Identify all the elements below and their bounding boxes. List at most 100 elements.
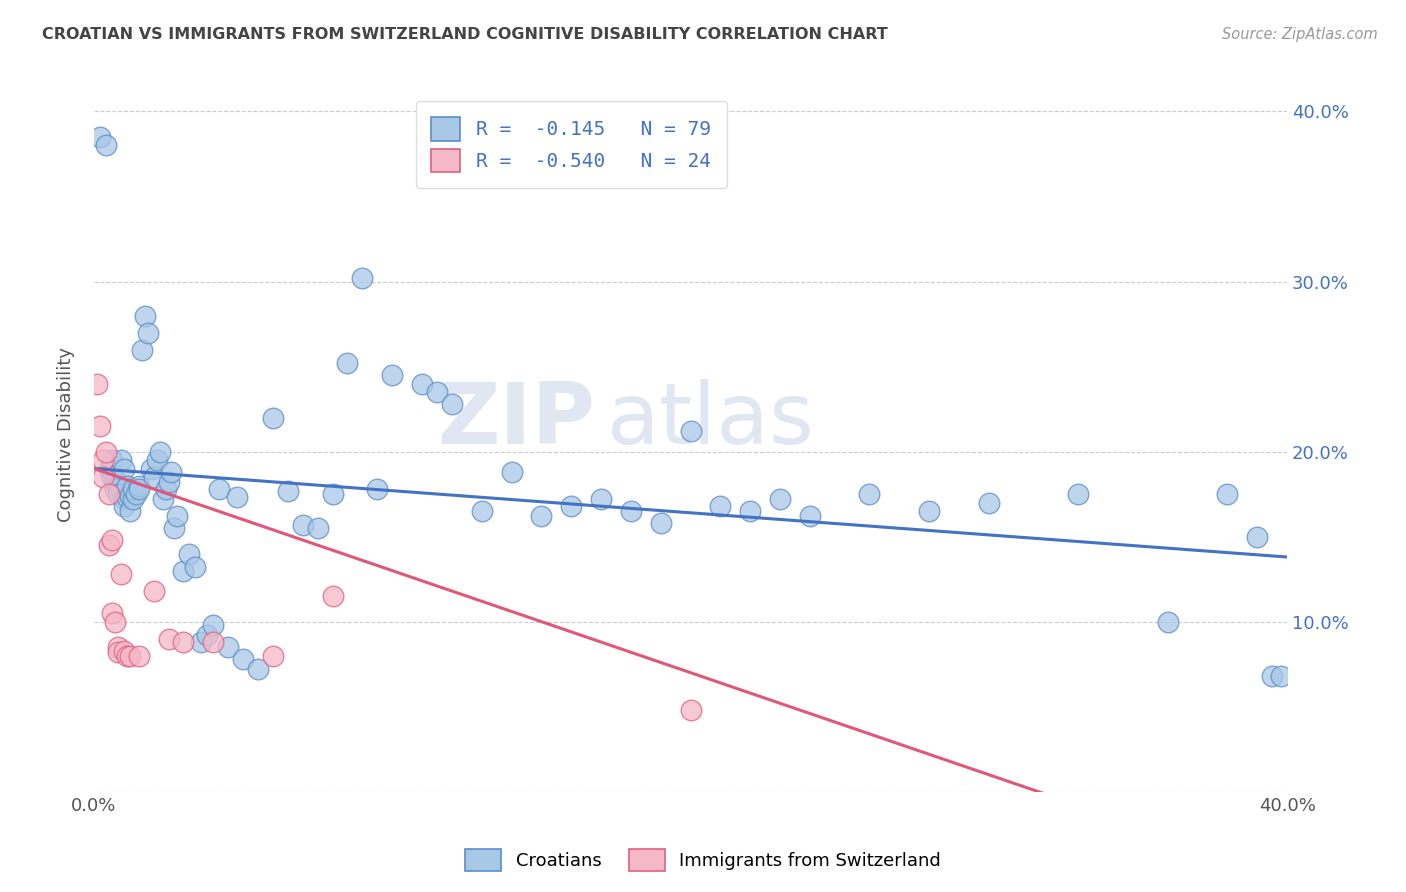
Point (157, 475, 180, 490)
Point (208, 482, 231, 496)
Point (131, 343, 153, 357)
Point (97, 487, 120, 501)
Point (163, 521, 186, 535)
Point (172, 635, 194, 649)
Point (101, 606, 124, 620)
Point (97, 461, 120, 475)
Point (91, 453, 114, 467)
Point (1270, 669, 1292, 683)
Point (226, 491, 249, 505)
Point (89, 419, 111, 434)
Point (858, 487, 880, 501)
Point (101, 453, 124, 467)
Point (152, 492, 174, 507)
Point (104, 474, 127, 488)
Point (262, 410, 284, 425)
Point (142, 584, 165, 599)
Point (107, 487, 129, 501)
Point (589, 492, 612, 507)
Point (107, 478, 129, 492)
Point (121, 482, 143, 496)
Point (740, 504, 762, 518)
Point (121, 492, 143, 507)
Point (142, 470, 165, 484)
Point (115, 648, 138, 663)
Point (160, 465, 183, 479)
Point (94, 138, 117, 153)
Point (769, 492, 792, 507)
Point (202, 635, 225, 649)
Point (977, 495, 1000, 509)
Point (184, 560, 207, 574)
Point (190, 635, 212, 649)
Point (291, 517, 314, 532)
Point (307, 521, 329, 535)
Point (97, 538, 120, 552)
Point (101, 470, 124, 484)
Point (94, 444, 117, 458)
Point (217, 640, 239, 655)
Point (322, 589, 344, 603)
Point (202, 618, 225, 632)
Point (172, 564, 194, 578)
Legend: Croatians, Immigrants from Switzerland: Croatians, Immigrants from Switzerland (458, 842, 948, 879)
Point (115, 478, 138, 492)
Point (195, 628, 218, 642)
Point (650, 516, 672, 530)
Point (918, 504, 941, 518)
Point (86, 376, 108, 391)
Point (179, 547, 201, 561)
Point (110, 453, 132, 467)
Point (262, 648, 284, 663)
Point (1067, 487, 1090, 501)
Point (139, 461, 162, 475)
Point (128, 482, 150, 496)
Point (799, 509, 821, 524)
Text: CROATIAN VS IMMIGRANTS FROM SWITZERLAND COGNITIVE DISABILITY CORRELATION CHART: CROATIAN VS IMMIGRANTS FROM SWITZERLAND … (42, 27, 889, 42)
Point (679, 703, 702, 717)
Point (104, 615, 127, 629)
Point (352, 271, 374, 285)
Point (112, 492, 135, 507)
Point (471, 504, 494, 518)
Point (1157, 615, 1180, 629)
Point (112, 461, 135, 475)
Point (1261, 669, 1284, 683)
Point (501, 465, 523, 479)
Point (148, 444, 170, 458)
Point (620, 504, 643, 518)
Point (89, 130, 111, 145)
Point (277, 483, 299, 498)
Point (157, 632, 180, 646)
Point (125, 487, 148, 501)
Point (110, 567, 132, 582)
Point (530, 509, 553, 524)
Point (91, 470, 114, 484)
Text: atlas: atlas (607, 379, 815, 462)
Point (426, 385, 449, 400)
Point (128, 648, 150, 663)
Point (709, 499, 731, 513)
Point (112, 499, 135, 513)
Point (115, 491, 138, 505)
Point (560, 499, 582, 513)
Point (107, 645, 129, 659)
Point (136, 326, 159, 340)
Point (118, 648, 141, 663)
Point (381, 368, 404, 382)
Point (107, 640, 129, 655)
Legend: R =  -0.145   N = 79, R =  -0.540   N = 24: R = -0.145 N = 79, R = -0.540 N = 24 (416, 102, 727, 188)
Point (440, 397, 463, 411)
Y-axis label: Cognitive Disability: Cognitive Disability (58, 347, 75, 522)
Point (322, 487, 344, 501)
Text: ZIP: ZIP (437, 379, 595, 462)
Point (411, 376, 433, 391)
Point (128, 478, 150, 492)
Point (104, 482, 127, 496)
Point (145, 453, 167, 467)
Point (232, 652, 254, 666)
Point (155, 482, 177, 496)
Point (246, 662, 269, 676)
Point (101, 533, 124, 547)
Point (118, 489, 141, 503)
